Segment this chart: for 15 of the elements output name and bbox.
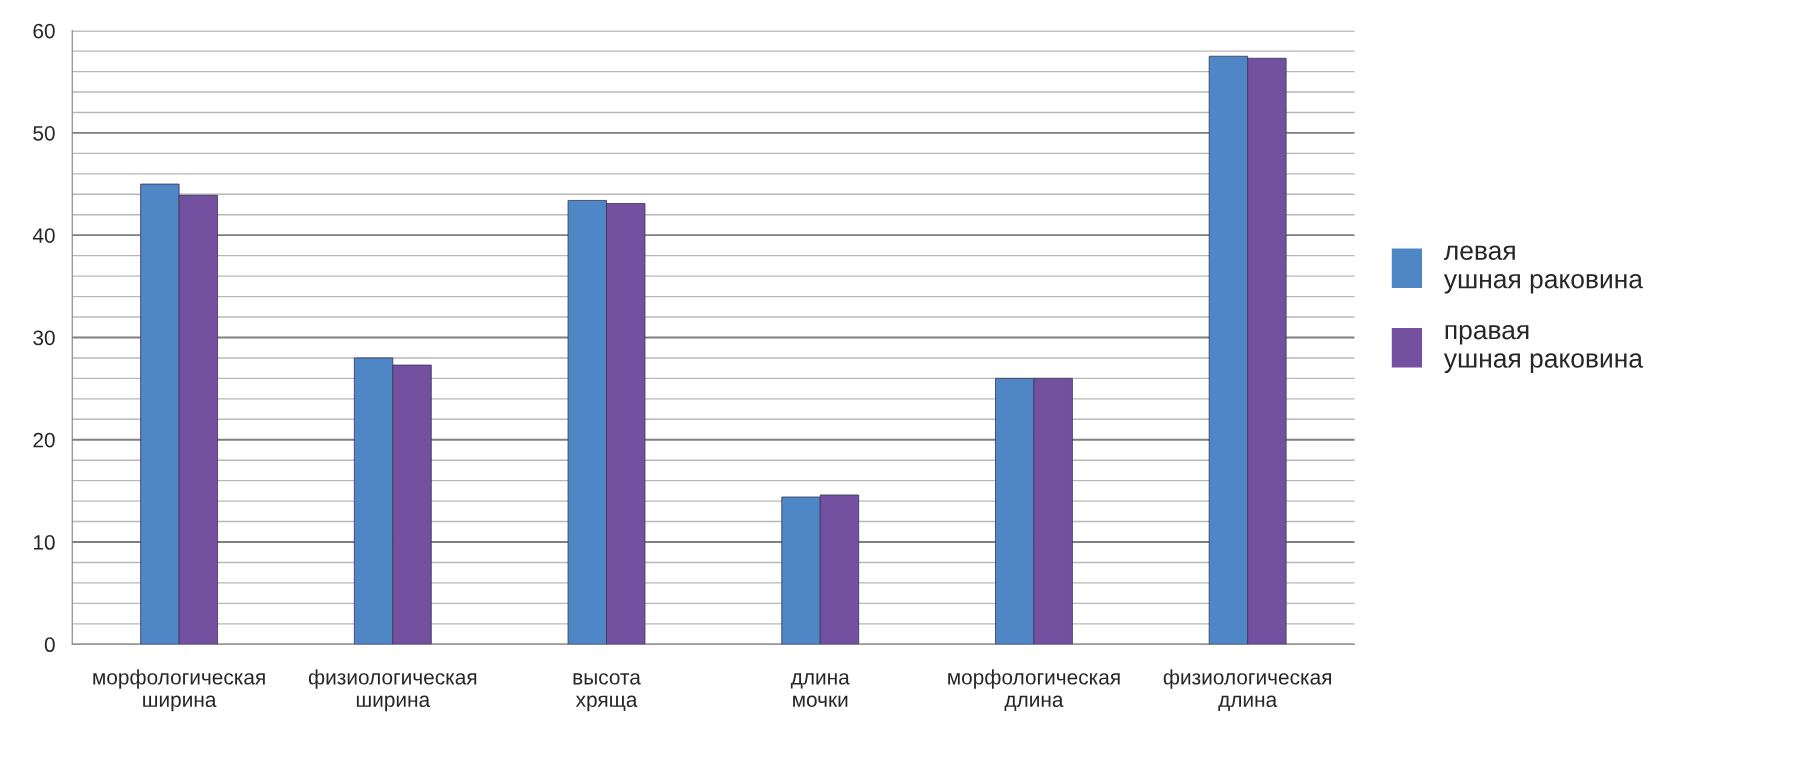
x-tick-label: физиологическая ширина [308,669,477,712]
x-tick-label: высота хряща [573,673,641,712]
x-tick-label: морфологическая длина [948,669,1120,711]
y-tick-label: 10 [33,535,55,550]
y-tick-label: 20 [33,432,55,448]
y-tick-label: 50 [33,125,55,141]
x-tick-label: длина мочки [790,673,850,708]
y-tick-label: 60 [33,23,55,39]
x-tick-label: морфологическая ширина [93,669,265,712]
x-tick-label: физиологическая длина [1163,669,1332,711]
legend-label: правая ушная раковина [1443,324,1643,374]
y-tick-label: 0 [44,637,55,653]
y-tick-label: 40 [32,228,55,243]
legend-label: левая ушная раковина [1443,245,1643,294]
y-tick-label: 30 [33,330,55,346]
